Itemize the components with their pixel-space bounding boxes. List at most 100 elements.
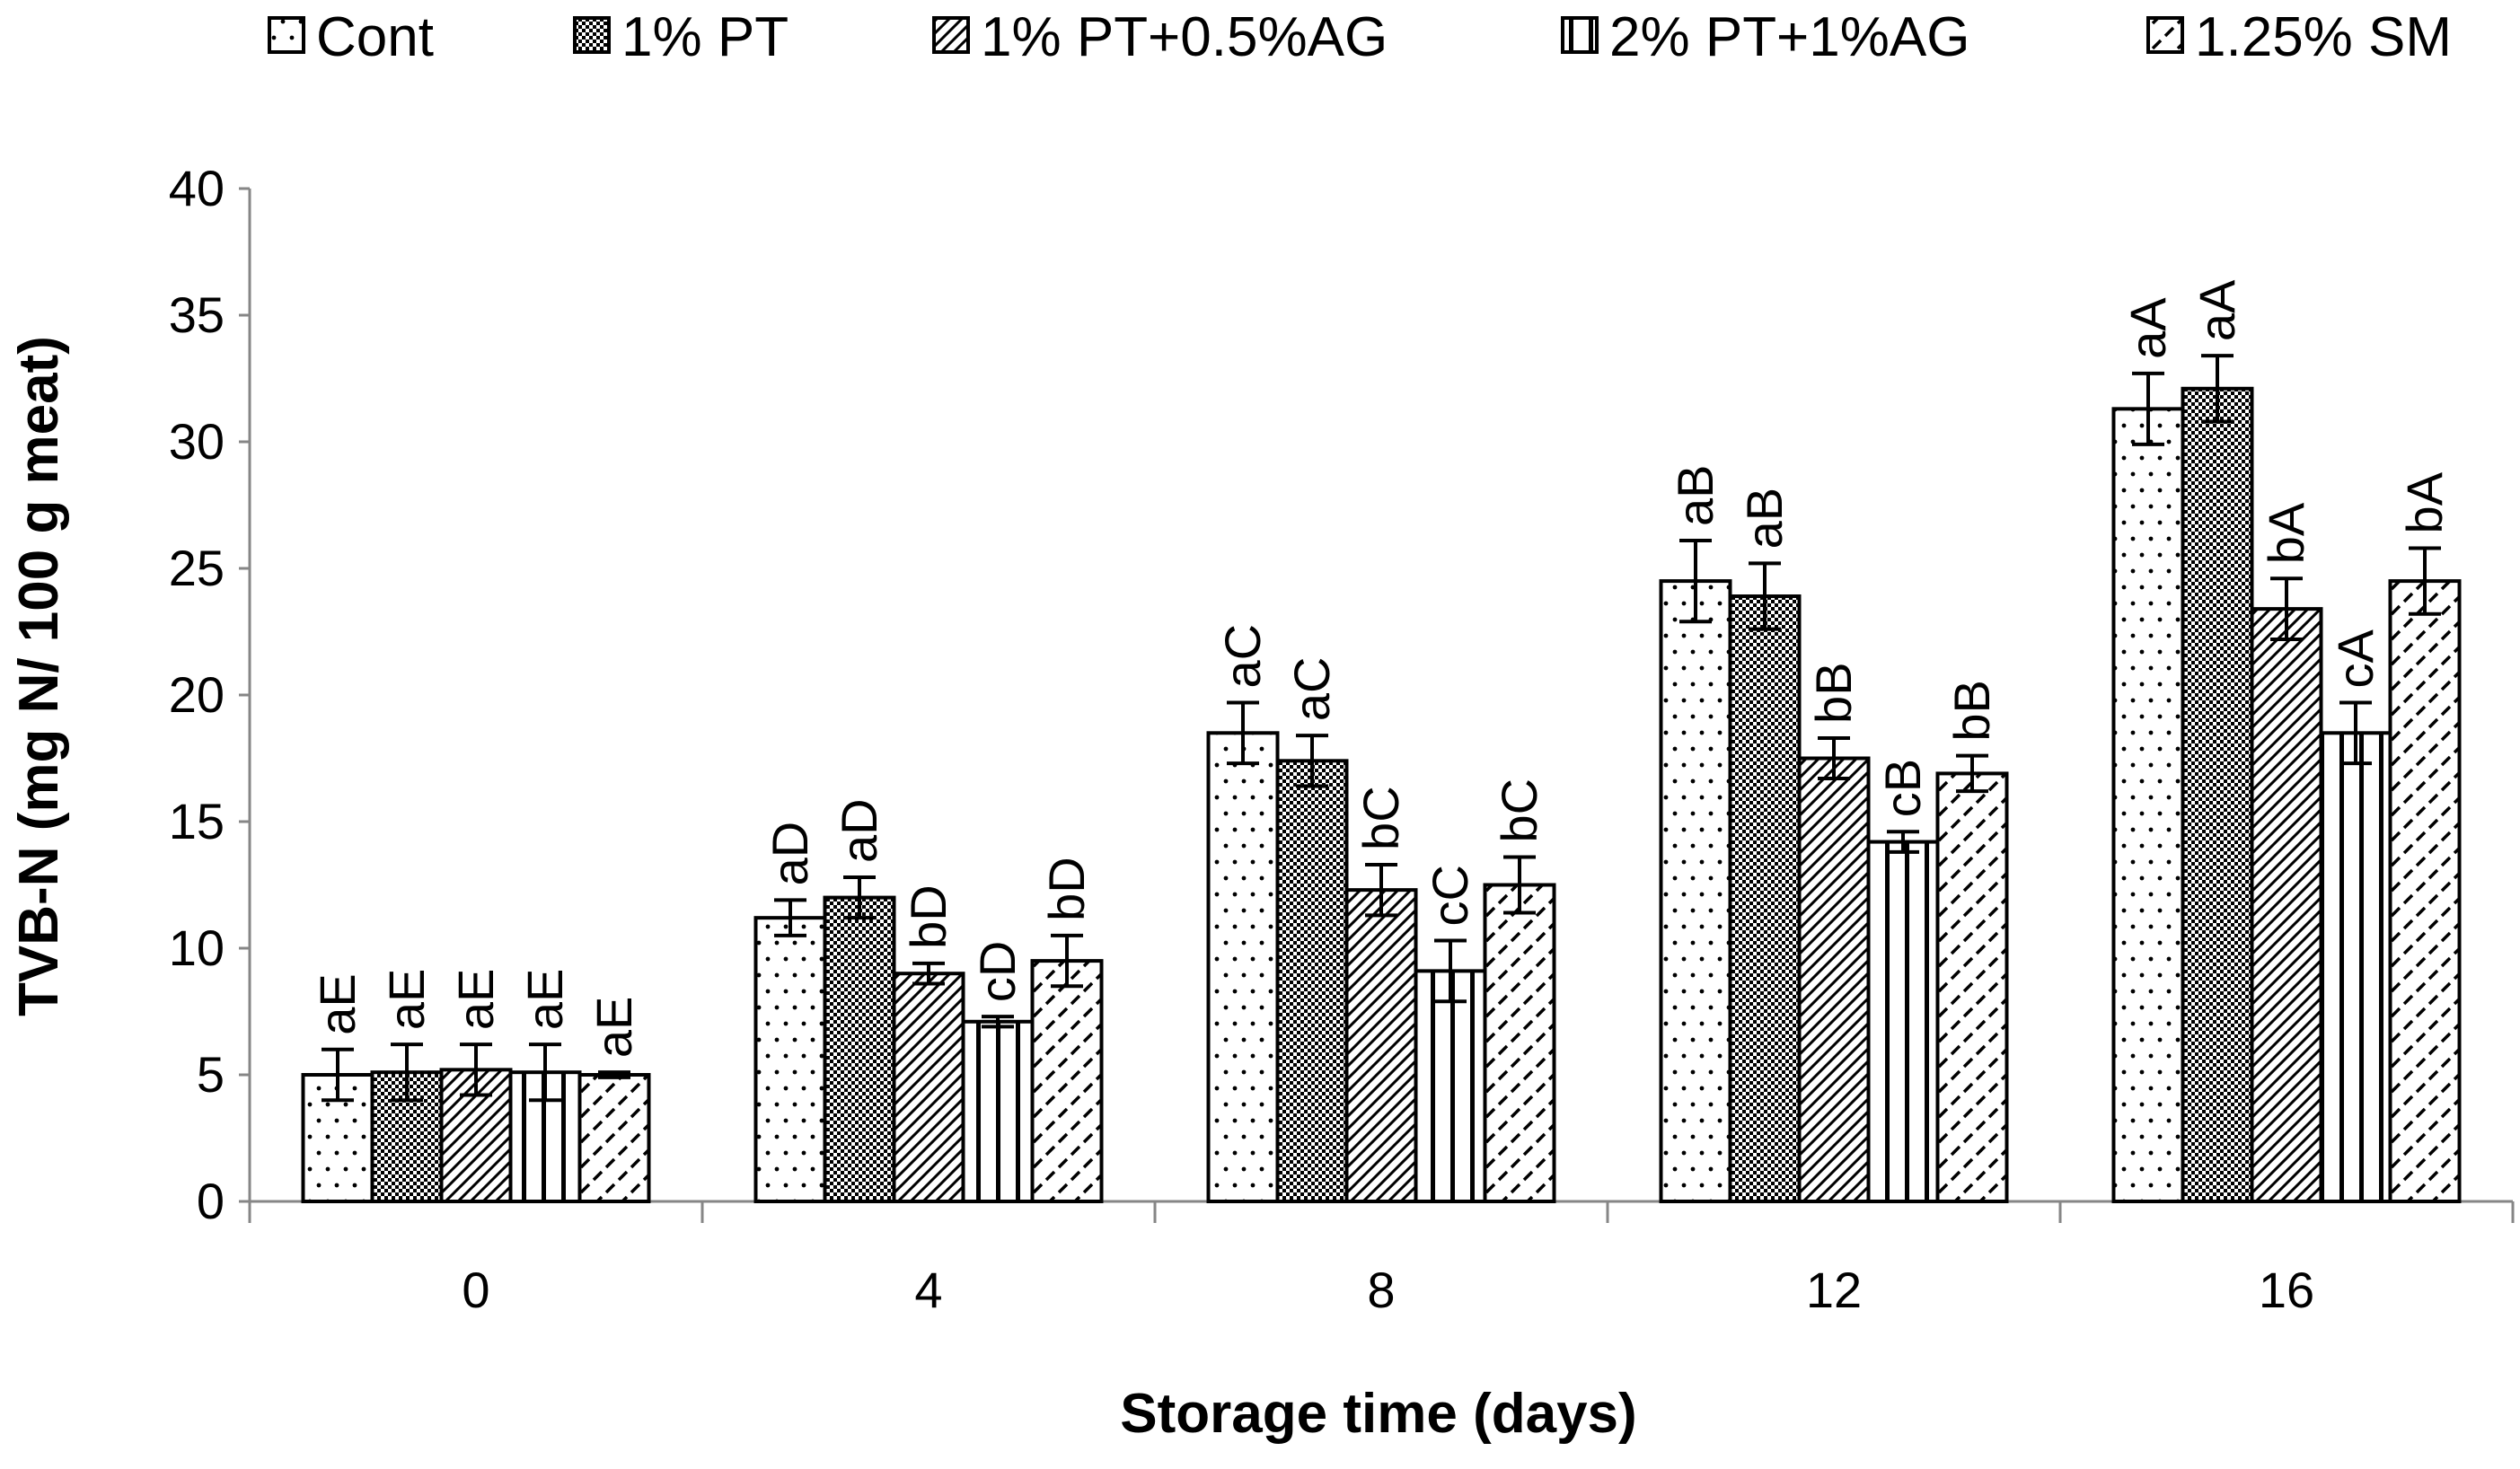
error-bar xyxy=(2270,576,2303,641)
legend-swatch xyxy=(2146,16,2184,54)
bar xyxy=(1483,883,1556,1203)
bar xyxy=(577,1073,651,1203)
error-bar xyxy=(982,1015,1014,1029)
error-bar xyxy=(1227,700,1259,766)
y-tick-label: 25 xyxy=(169,540,225,596)
bar xyxy=(1414,969,1487,1203)
significance-label: aB xyxy=(1736,488,1793,550)
significance-label: bD xyxy=(1038,857,1095,921)
significance-label: aE xyxy=(378,969,435,1031)
bar xyxy=(1344,888,1418,1203)
error-bar xyxy=(2409,546,2441,616)
y-tick-label: 20 xyxy=(169,666,225,723)
significance-label: cB xyxy=(1874,759,1931,817)
bar xyxy=(1797,756,1871,1203)
x-tick-label: 0 xyxy=(462,1262,489,1318)
significance-label: aE xyxy=(516,969,573,1031)
error-bar xyxy=(2339,700,2372,766)
legend-label: 1% PT+0.5%AG xyxy=(981,6,1388,68)
error-bar xyxy=(1051,933,1083,989)
significance-label: aB xyxy=(1667,464,1723,526)
error-bar xyxy=(1749,561,1781,631)
bar xyxy=(823,895,896,1203)
legend-label: Cont xyxy=(316,6,434,68)
error-bar xyxy=(843,875,876,920)
bar xyxy=(753,916,827,1203)
y-tick-label: 0 xyxy=(197,1173,225,1229)
significance-label: aC xyxy=(1283,657,1340,722)
bar xyxy=(2388,579,2462,1203)
error-bar xyxy=(1818,735,1850,781)
bar xyxy=(1866,840,1940,1203)
significance-label: aC xyxy=(1214,624,1271,689)
error-bar xyxy=(1956,753,1988,794)
bar xyxy=(1206,731,1280,1203)
bar xyxy=(1728,594,1802,1203)
error-bar xyxy=(322,1047,354,1103)
error-bar xyxy=(460,1042,492,1097)
bar xyxy=(1659,579,1732,1203)
significance-label: bA xyxy=(2258,502,2314,564)
bar xyxy=(1275,759,1349,1203)
significance-label: bD xyxy=(900,884,956,949)
significance-label: aE xyxy=(309,973,366,1035)
significance-label: bC xyxy=(1491,778,1547,843)
error-bar xyxy=(912,961,945,986)
significance-label: aA xyxy=(2119,297,2176,359)
legend-label: 1% PT xyxy=(621,6,789,68)
error-bar xyxy=(1365,862,1397,918)
bar xyxy=(2250,607,2323,1203)
bar xyxy=(1935,771,2009,1203)
y-tick-label: 30 xyxy=(169,413,225,470)
error-bar xyxy=(529,1042,561,1103)
legend-swatch xyxy=(932,16,970,54)
bar xyxy=(1030,959,1104,1203)
significance-label: bC xyxy=(1353,786,1409,850)
y-tick-label: 15 xyxy=(169,793,225,849)
significance-label: cA xyxy=(2327,629,2383,688)
error-bar xyxy=(1887,830,1919,854)
error-bar xyxy=(1434,938,1467,1004)
x-tick-label: 16 xyxy=(2259,1262,2314,1318)
y-tick-label: 5 xyxy=(197,1046,225,1103)
legend-label: 1.25% SM xyxy=(2195,6,2452,68)
error-bar xyxy=(2201,354,2234,424)
significance-label: aE xyxy=(586,997,642,1059)
significance-label: bA xyxy=(2396,471,2453,533)
x-tick-label: 4 xyxy=(914,1262,942,1318)
y-axis-title: TVB-N (mg N/ 100 g meat) xyxy=(8,336,70,1016)
significance-label: aD xyxy=(762,822,818,886)
bar xyxy=(2181,386,2254,1203)
legend: Cont 1% PT 1% PT+0.5%AG 2% PT+1%AG 1.25% SM xyxy=(268,6,2452,68)
error-bar xyxy=(774,898,806,937)
bar xyxy=(2111,407,2185,1203)
y-tick-label: 10 xyxy=(169,919,225,976)
x-axis-title: Storage time (days) xyxy=(1120,1383,1636,1445)
y-tick-label: 40 xyxy=(169,160,225,216)
significance-label: cD xyxy=(969,941,1026,1002)
legend-swatch xyxy=(573,16,611,54)
significance-label: aA xyxy=(2189,279,2245,341)
significance-label: bB xyxy=(1943,680,2000,742)
bar xyxy=(2319,731,2392,1203)
y-tick-label: 35 xyxy=(169,286,225,343)
significance-label: aD xyxy=(831,798,887,863)
significance-label: bB xyxy=(1805,662,1862,724)
error-bar xyxy=(391,1042,423,1103)
significance-label: cC xyxy=(1422,865,1478,926)
legend-label: 2% PT+1%AG xyxy=(1609,6,1969,68)
error-bar xyxy=(1503,855,1536,915)
x-tick-label: 8 xyxy=(1367,1262,1395,1318)
error-bar xyxy=(2132,371,2164,446)
legend-swatch xyxy=(268,16,305,54)
significance-label: aE xyxy=(447,969,504,1031)
error-bar xyxy=(1296,734,1328,788)
bar xyxy=(961,1019,1035,1204)
bar xyxy=(892,972,965,1203)
error-bar xyxy=(1679,538,1712,624)
legend-swatch xyxy=(1561,16,1599,54)
error-bar xyxy=(598,1070,630,1079)
x-tick-label: 12 xyxy=(1806,1262,1862,1318)
